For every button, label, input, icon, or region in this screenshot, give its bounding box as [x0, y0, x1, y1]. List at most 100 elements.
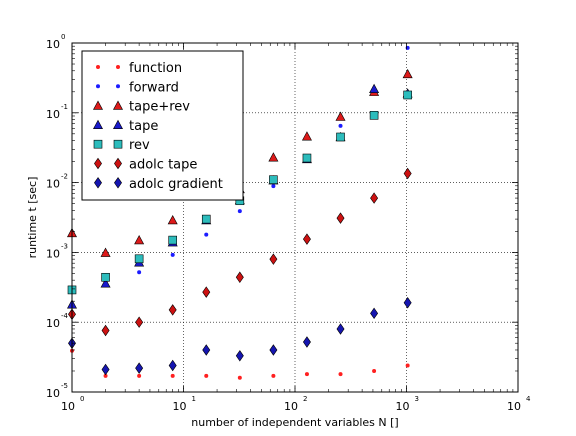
legend-label: function: [129, 61, 182, 76]
data-point: [137, 270, 142, 275]
legend-marker: [114, 157, 122, 170]
legend-marker: [116, 65, 120, 69]
x-tick-exponent: 3: [415, 395, 419, 403]
legend-marker: [96, 65, 100, 69]
data-point: [202, 344, 211, 356]
data-point: [170, 252, 175, 257]
legend-label: adolc tape: [129, 158, 197, 173]
data-point: [134, 234, 145, 245]
data-point: [135, 362, 144, 374]
data-point: [269, 344, 278, 356]
data-point: [403, 90, 412, 100]
data-point: [204, 232, 209, 237]
data-point: [168, 359, 177, 372]
data-point: [301, 131, 312, 141]
data-point: [101, 324, 110, 337]
data-point: [403, 167, 412, 180]
data-point: [403, 297, 412, 309]
x-tick-exponent: 4: [526, 395, 531, 403]
legend-marker: [94, 157, 102, 170]
data-point: [369, 111, 379, 120]
legend-label: tape+rev: [129, 100, 190, 115]
data-point: [167, 214, 178, 225]
data-point: [338, 123, 343, 128]
legend-entry: adolc tape: [94, 158, 197, 173]
legend-entry: tape: [92, 119, 158, 134]
data-point: [271, 184, 276, 189]
data-point: [302, 233, 311, 245]
data-point: [101, 272, 110, 282]
legend-marker: [112, 119, 124, 130]
data-point: [201, 214, 211, 224]
data-point: [370, 307, 379, 320]
data-point: [135, 316, 144, 328]
data-point: [202, 286, 211, 298]
y-tick-label: 10: [46, 247, 60, 260]
legend: function forward tape+rev tape rev adolc tape…: [81, 50, 244, 201]
y-tick-exponent: -3: [61, 242, 68, 250]
data-point: [237, 375, 242, 380]
data-point: [302, 336, 311, 348]
legend-entry: tape+rev: [92, 100, 190, 115]
data-point: [237, 209, 242, 214]
data-point: [269, 175, 278, 185]
legend-marker: [92, 100, 104, 110]
y-tick-exponent: -2: [61, 173, 68, 181]
data-point: [405, 363, 410, 368]
y-tick-label: 10: [46, 317, 60, 330]
data-point: [402, 68, 413, 79]
points-layer: [66, 45, 413, 380]
legend-marker: [116, 84, 120, 89]
data-point: [369, 83, 380, 94]
legend-entry: function: [96, 61, 182, 76]
legend-marker: [112, 100, 124, 110]
legend-label: tape: [129, 119, 158, 134]
y-tick-label: 10: [46, 38, 60, 51]
legend-label: rev: [129, 138, 150, 153]
data-point: [168, 304, 177, 316]
legend-marker: [92, 119, 104, 130]
data-point: [271, 373, 276, 378]
legend-marker: [94, 177, 102, 189]
legend-entry: forward: [96, 80, 179, 95]
data-point: [336, 212, 345, 224]
x-tick-label: 10: [173, 400, 187, 413]
data-point: [134, 254, 144, 264]
x-tick-label: 10: [507, 400, 521, 413]
data-point: [235, 271, 244, 284]
legend-label: adolc gradient: [129, 177, 223, 192]
data-point: [336, 132, 345, 142]
y-tick-label: 10: [46, 178, 60, 191]
y-tick-label: 10: [46, 108, 60, 121]
data-point: [204, 373, 209, 378]
legend-marker: [96, 84, 100, 89]
data-point: [304, 372, 309, 377]
data-point: [101, 363, 110, 376]
x-tick-label: 10: [396, 400, 410, 413]
y-tick-exponent: 0: [61, 33, 65, 41]
x-tick-label: 10: [61, 400, 75, 413]
x-axis-label: number of independent variables N []: [191, 416, 398, 429]
data-point: [335, 111, 346, 121]
legend-label: forward: [129, 80, 179, 95]
data-point: [336, 323, 345, 335]
y-tick-label: 10: [46, 387, 60, 400]
data-point: [100, 278, 111, 288]
data-point: [235, 350, 244, 362]
data-point: [269, 253, 278, 265]
data-point: [100, 247, 111, 257]
x-tick-exponent: 1: [192, 395, 196, 403]
data-point: [372, 368, 377, 373]
legend-marker: [113, 139, 123, 149]
legend-box: [81, 50, 244, 201]
series-function: [70, 348, 410, 380]
data-point: [170, 373, 175, 378]
legend-entry: adolc gradient: [94, 177, 223, 192]
data-point: [338, 372, 343, 377]
series-adolc-gradient: [68, 297, 412, 376]
data-point: [168, 235, 177, 245]
data-point: [268, 152, 279, 162]
